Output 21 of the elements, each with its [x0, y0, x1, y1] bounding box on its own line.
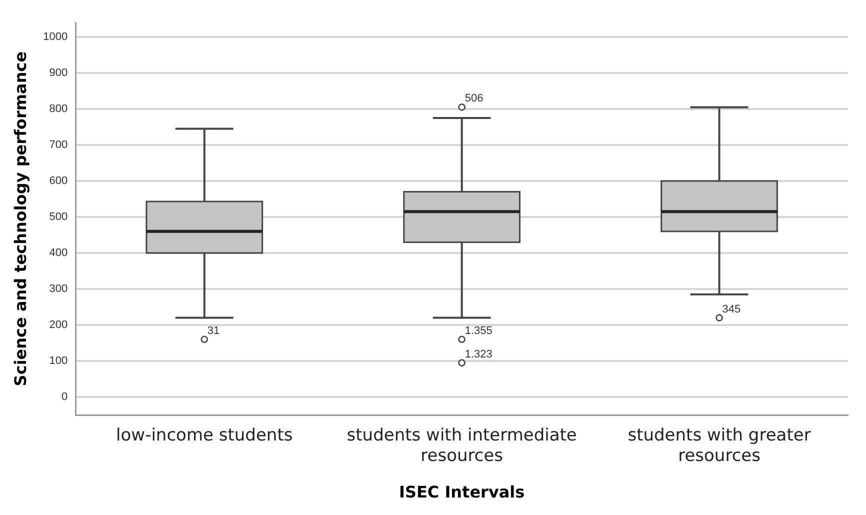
y-tick-label: 500: [49, 211, 68, 224]
annotation: 506: [464, 92, 484, 105]
y-tick-label: 700: [49, 139, 68, 152]
annotation: 1.323: [464, 348, 492, 360]
annotation: 345: [722, 303, 741, 316]
x-tick-label: low-income students: [116, 426, 293, 446]
y-tick-label: 900: [49, 67, 68, 80]
y-axis-title: Science and technology performance: [10, 51, 30, 386]
x-tick-label: students with intermediate resources: [346, 426, 577, 466]
x-tick-label: students with greater resources: [628, 426, 811, 466]
x-axis-title: ISEC Intervals: [398, 482, 525, 502]
y-tick-label: 200: [49, 319, 68, 332]
y-tick-label: 0: [62, 391, 68, 404]
y-tick-label: 100: [49, 355, 68, 368]
y-tick-label: 300: [49, 283, 68, 296]
annotation: 31: [207, 324, 220, 337]
y-tick-label: 400: [49, 247, 68, 260]
annotation: 1.355: [464, 324, 492, 337]
y-tick-label: 800: [49, 103, 68, 116]
y-tick-label: 1000: [43, 31, 68, 44]
y-tick-label: 600: [49, 175, 68, 188]
